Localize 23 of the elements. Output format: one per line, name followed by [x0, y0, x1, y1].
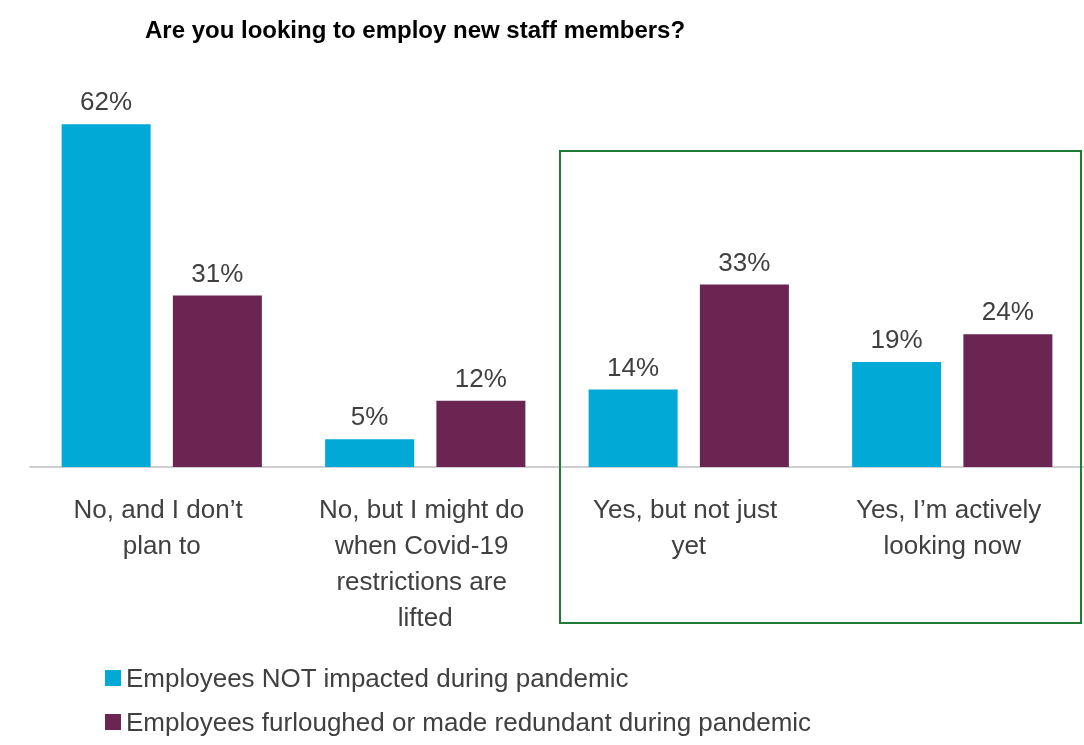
bar [852, 361, 942, 467]
x-tick-label: No, but I might do when Covid-19 restrictions are lifted [319, 494, 532, 632]
data-label: 33% [718, 246, 771, 277]
x-tick-label: Yes, but not just yet [593, 494, 785, 560]
bar [699, 284, 789, 467]
x-tick-label: Yes, I’m actively looking now [855, 494, 1049, 560]
bar [172, 295, 262, 467]
bar [963, 334, 1053, 467]
bar [325, 439, 415, 467]
legend-label: Employees NOT impacted during pandemic [126, 663, 629, 693]
data-label: 19% [870, 323, 923, 354]
chart-title: Are you looking to employ new staff members? [145, 15, 686, 43]
data-label: 31% [191, 257, 244, 288]
bar [588, 389, 678, 467]
data-label: 14% [607, 351, 660, 382]
data-label: 5% [350, 401, 389, 432]
data-label: 24% [981, 296, 1034, 327]
x-tick-label: No, and I don’t plan to [73, 494, 250, 560]
bar [436, 400, 526, 467]
data-label: 62% [80, 86, 133, 117]
data-label: 12% [454, 362, 507, 393]
bar [61, 124, 151, 467]
legend-label: Employees furloughed or made redundant during pandemic [126, 707, 812, 737]
